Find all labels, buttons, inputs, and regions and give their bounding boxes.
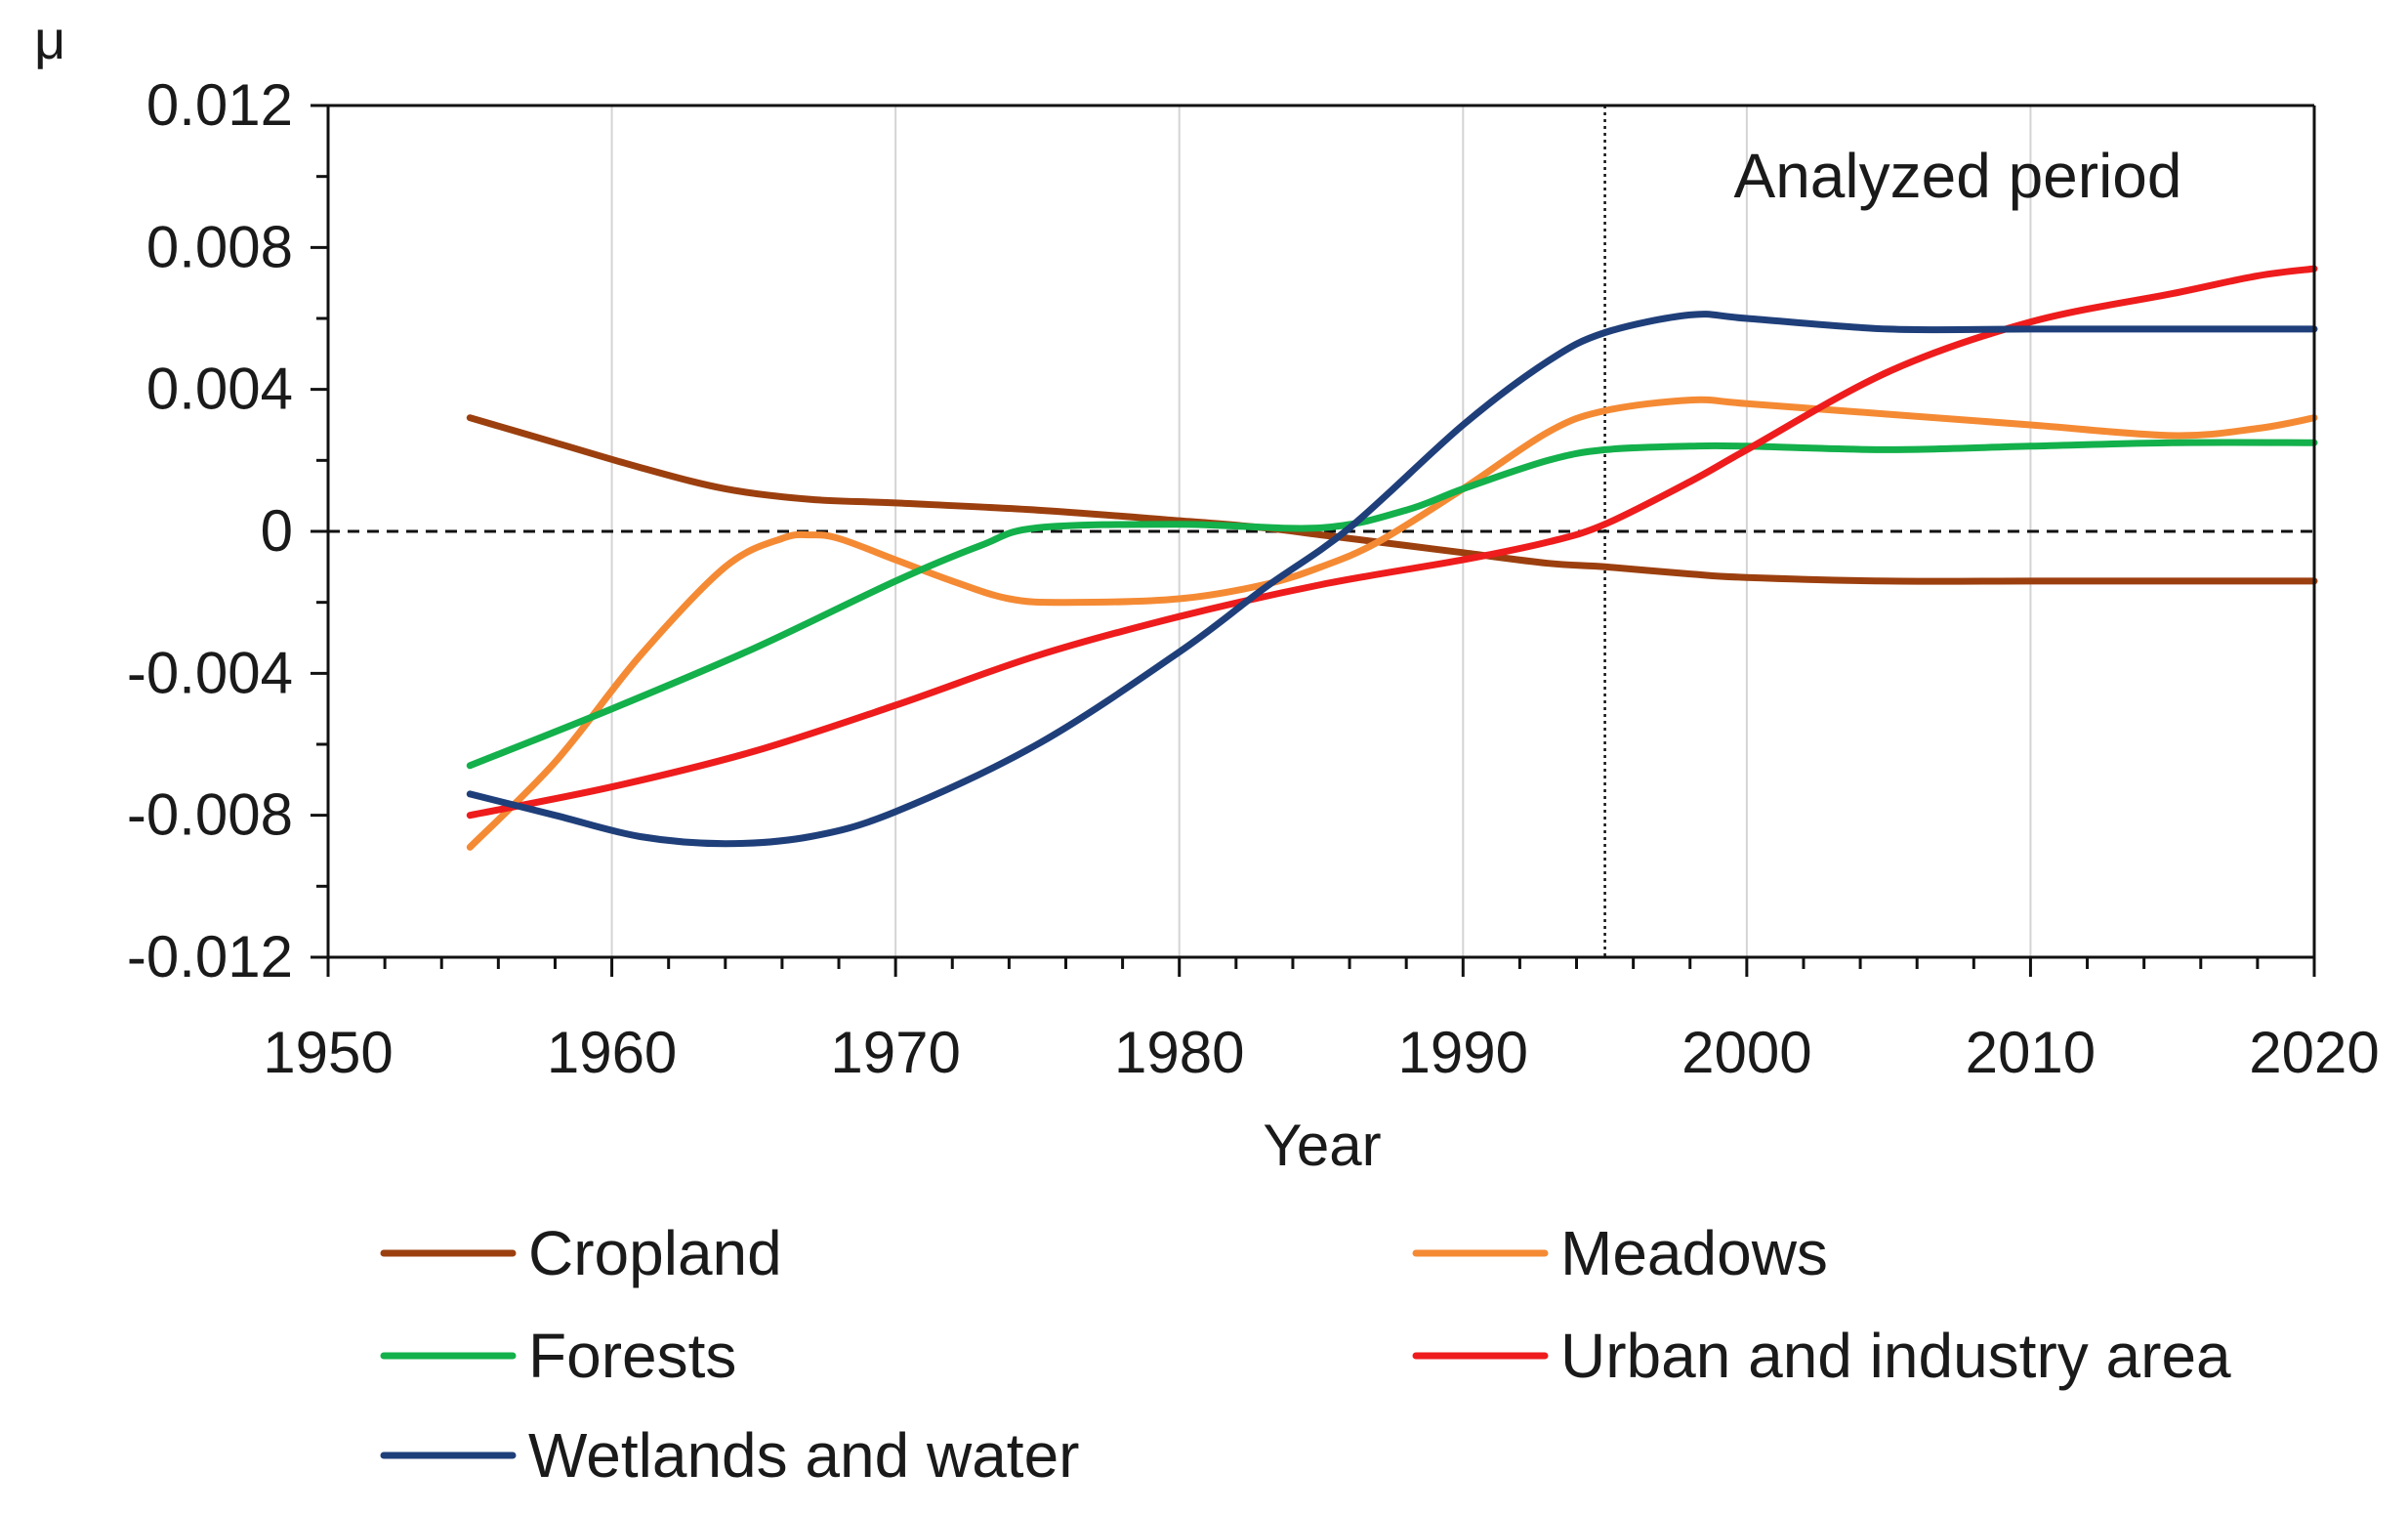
x-axis-title: Year	[1263, 1113, 1381, 1178]
x-tick-label: 1960	[547, 1020, 677, 1085]
series-line-meadows	[466, 396, 2318, 851]
analyzed-period-annotation: Analyzed period	[1734, 141, 2182, 211]
legend-entry-wetlands-and-water: Wetlands and water	[380, 1420, 1079, 1491]
x-tick-label: 2000	[1681, 1020, 1811, 1085]
series-line-cropland	[466, 414, 2318, 585]
y-tick-label: 0.012	[146, 72, 293, 138]
tick-labels: 0.012 0.008 0.004 0 -0.004 -0.008 -0.012 1950 19…	[127, 72, 2380, 1085]
y-tick-label: 0.008	[146, 214, 293, 279]
series-line-forests	[466, 439, 2318, 770]
y-axis-label: μ	[34, 9, 65, 70]
legend-entry-meadows: Meadows	[1412, 1218, 1828, 1288]
x-tick-label: 1970	[830, 1020, 960, 1085]
y-tick-label: -0.008	[127, 782, 293, 848]
legend-entry-cropland: Cropland	[380, 1218, 782, 1288]
legend-entry-urban-and-industry-area: Urban and industry area	[1412, 1321, 2231, 1391]
legend-label: Urban and industry area	[1560, 1321, 2231, 1391]
series-line-urban-and-industry-area	[466, 265, 2318, 820]
x-tick-label: 1980	[1114, 1020, 1244, 1085]
y-tick-label: -0.012	[127, 924, 293, 989]
series-line-wetlands-and-water	[466, 311, 2318, 848]
legend-entry-forests: Forests	[380, 1321, 736, 1391]
legend-label: Forests	[528, 1321, 736, 1391]
x-tick-label: 2020	[2249, 1020, 2379, 1085]
y-tick-label: -0.004	[127, 640, 293, 705]
reference-lines	[328, 105, 2314, 957]
y-tick-label: 0.004	[146, 357, 293, 422]
x-tick-label: 1950	[263, 1020, 393, 1085]
legend-label: Wetlands and water	[528, 1420, 1079, 1491]
x-tick-label: 2010	[1966, 1020, 2096, 1085]
x-tick-label: 1990	[1398, 1020, 1528, 1085]
y-tick-label: 0	[261, 498, 293, 564]
series-lines	[466, 265, 2318, 851]
legend-label: Meadows	[1560, 1218, 1828, 1288]
axes	[311, 104, 2316, 977]
legend-label: Cropland	[528, 1218, 782, 1288]
legend: Cropland Meadows Forests Urban and industry…	[380, 1218, 2231, 1491]
